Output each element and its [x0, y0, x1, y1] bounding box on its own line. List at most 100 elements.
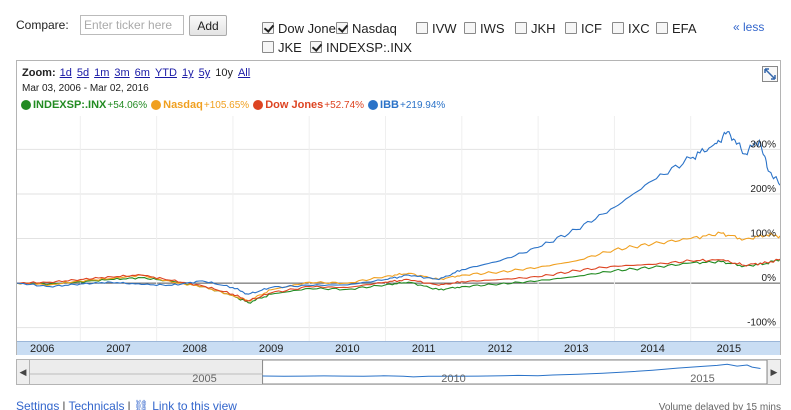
legend-name: Nasdaq: [163, 99, 203, 111]
zoom-option-6m[interactable]: 6m: [134, 67, 150, 79]
checkbox[interactable]: [310, 41, 322, 53]
series-line-dow-jones: [17, 258, 780, 302]
less-link[interactable]: « less: [733, 20, 765, 34]
series-line-nasdaq: [17, 231, 780, 302]
zoom-option-5y[interactable]: 5y: [198, 67, 211, 79]
zoom-bar: Zoom: 1d 5d 1m 3m 6m YTD 1y 5y 10y All: [22, 67, 255, 79]
ticker-label: ICF: [581, 20, 602, 36]
legend-dot-icon: [21, 100, 31, 110]
y-tick-label: -100%: [747, 318, 776, 329]
navigator-line: [262, 363, 761, 378]
price-chart[interactable]: 300% 200% 100% 0% -100%: [17, 61, 780, 341]
ticker-checkbox-jkh[interactable]: JKH: [515, 20, 556, 36]
date-range: Mar 03, 2006 - Mar 02, 2016: [22, 83, 149, 94]
navigator-body[interactable]: 2005 2010 2015: [30, 359, 767, 385]
navigator-scroll-left[interactable]: ◀: [16, 359, 30, 385]
x-tick-label: 2009: [258, 343, 284, 355]
ticker-checkbox-jke[interactable]: JKE: [262, 39, 302, 55]
ticker-label: EFA: [672, 20, 697, 36]
navigator-year-label: 2010: [441, 373, 466, 385]
x-tick-label: 2013: [564, 343, 589, 355]
ticker-checkbox-iws[interactable]: IWS: [464, 20, 505, 36]
zoom-option-all[interactable]: All: [237, 67, 251, 79]
ticker-label: INDEXSP:.INX: [326, 39, 412, 55]
chart-footer: Settings | Technicals | ⛓ Link to this view: [16, 399, 237, 410]
year-axis: 2006 2007 2008 2009 2010 2011 2012 2013 2014 2015: [17, 341, 780, 355]
y-tick-label: 300%: [750, 139, 776, 150]
legend-item[interactable]: Dow Jones +52.74%: [253, 99, 364, 111]
expand-icon: [764, 68, 776, 80]
ticker-checkbox-indexsp-inx[interactable]: INDEXSP:.INX: [310, 39, 412, 55]
arrow-right-icon: ▶: [770, 367, 778, 377]
ticker-label: IWS: [480, 20, 505, 36]
ticker-label: Nasdaq: [352, 20, 397, 36]
x-tick-label: 2014: [640, 343, 665, 355]
legend-pct: +105.65%: [203, 99, 250, 111]
checkbox[interactable]: [262, 22, 274, 34]
chart-frame: Zoom: 1d 5d 1m 3m 6m YTD 1y 5y 10y All Mar 03, 200…: [16, 60, 781, 355]
series-line-ibb: [17, 130, 780, 295]
checkbox[interactable]: [515, 22, 527, 34]
x-tick-label: 2006: [29, 343, 55, 355]
navigator[interactable]: ◀ 2005 2010 2015 ▶: [16, 359, 781, 385]
legend-name: INDEXSP:.INX: [33, 99, 107, 111]
zoom-option-1d[interactable]: 1d: [59, 67, 72, 79]
checkbox[interactable]: [336, 22, 348, 34]
ticker-label: Dow Jones: [278, 20, 343, 36]
checkbox[interactable]: [565, 22, 577, 34]
legend-name: IBB: [380, 99, 399, 111]
legend-item[interactable]: INDEXSP:.INX +54.06%: [21, 99, 147, 111]
zoom-label: Zoom:: [22, 67, 56, 79]
y-tick-label: 200%: [750, 184, 776, 195]
x-tick-label: 2007: [106, 343, 131, 355]
ticker-label: JKE: [278, 39, 302, 55]
legend-dot-icon: [151, 100, 162, 110]
ticker-input[interactable]: [80, 15, 184, 35]
zoom-option-1m[interactable]: 1m: [94, 67, 110, 79]
ticker-checkbox-nasdaq[interactable]: Nasdaq: [336, 20, 397, 36]
legend-item[interactable]: IBB +219.94%: [368, 99, 445, 111]
x-tick-label: 2008: [182, 343, 208, 355]
technicals-link[interactable]: Technicals: [68, 399, 125, 410]
zoom-option-ytd[interactable]: YTD: [154, 67, 177, 79]
x-tick-label: 2011: [411, 343, 436, 355]
checkbox[interactable]: [612, 22, 624, 34]
legend-name: Dow Jones: [265, 99, 324, 111]
checkbox[interactable]: [656, 22, 668, 34]
add-ticker-button[interactable]: Add: [189, 15, 227, 36]
expand-chart-button[interactable]: [762, 66, 778, 82]
y-tick-label: 100%: [750, 229, 776, 240]
checkbox[interactable]: [464, 22, 476, 34]
ticker-label: IXC: [628, 20, 650, 36]
ticker-checkbox-efa[interactable]: EFA: [656, 20, 697, 36]
ticker-checkbox-dow-jones[interactable]: Dow Jones: [262, 20, 342, 36]
navigator-overview: [30, 360, 767, 384]
checkbox[interactable]: [262, 41, 274, 53]
x-tick-label: 2012: [487, 343, 513, 355]
zoom-option-10y: 10y: [215, 67, 233, 79]
arrow-left-icon: ◀: [19, 367, 27, 377]
legend-dot-icon: [253, 100, 264, 110]
legend-pct: +219.94%: [400, 99, 446, 111]
navigator-shade: [30, 360, 263, 384]
navigator-year-label: 2005: [192, 373, 217, 385]
legend-pct: +54.06%: [107, 99, 148, 111]
ticker-checkbox-ixc[interactable]: IXC: [612, 20, 650, 36]
navigator-window[interactable]: [262, 360, 767, 384]
checkbox[interactable]: [416, 22, 428, 34]
settings-link[interactable]: Settings: [16, 399, 60, 410]
legend-dot-icon: [368, 100, 379, 110]
ticker-checkbox-icf[interactable]: ICF: [565, 20, 602, 36]
link-icon: ⛓: [133, 399, 149, 410]
legend-item[interactable]: Nasdaq +105.65%: [151, 99, 249, 111]
compare-bar: Compare: Add Dow Jones Nasdaq IVW IWS JKH ICF…: [0, 0, 791, 58]
zoom-option-5d[interactable]: 5d: [76, 67, 90, 79]
zoom-option-1y[interactable]: 1y: [181, 67, 194, 79]
navigator-scroll-right[interactable]: ▶: [767, 359, 781, 385]
zoom-option-3m[interactable]: 3m: [114, 67, 130, 79]
link-to-view[interactable]: Link to this view: [152, 399, 237, 410]
ticker-checkbox-ivw[interactable]: IVW: [416, 20, 457, 36]
y-tick-label: 0%: [762, 273, 777, 284]
ticker-label: IVW: [432, 20, 457, 36]
x-tick-label: 2010: [335, 343, 360, 355]
